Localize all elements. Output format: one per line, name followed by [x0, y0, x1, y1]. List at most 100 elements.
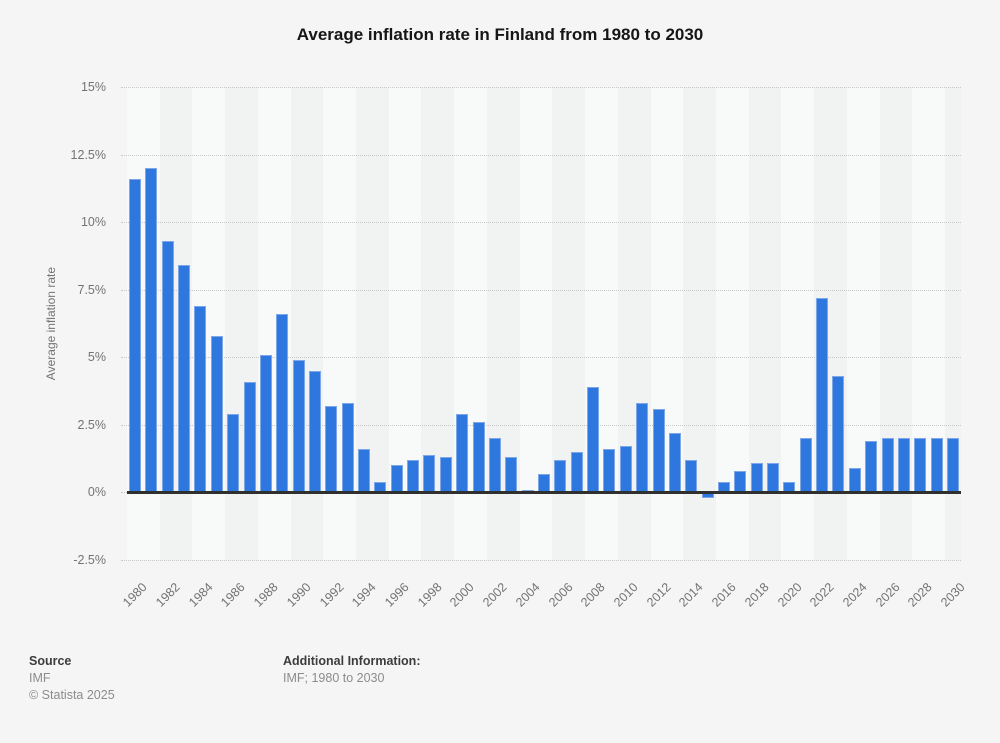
bar-2018[interactable] — [750, 462, 763, 493]
y-tick-label-12.5%: 12.5% — [70, 147, 106, 162]
y-tick-label-2.5%: 2.5% — [77, 417, 107, 432]
x-tick-label-text: 1990 — [283, 580, 314, 610]
y-axis-tick-labels: 15% 12.5% 10% 7.5% 5% 2.5% 0% -2.5% — [0, 80, 107, 567]
bar-2005[interactable] — [538, 473, 550, 493]
bar-2021[interactable] — [799, 438, 812, 493]
bar-2011[interactable] — [636, 403, 649, 493]
bar-1996[interactable] — [390, 465, 403, 493]
additional-info-value: IMF; 1980 to 2030 — [283, 671, 385, 685]
bar-1987[interactable] — [243, 381, 256, 493]
bar-2023[interactable] — [832, 376, 845, 493]
bar-2012[interactable] — [652, 408, 665, 493]
bar-2000[interactable] — [456, 414, 469, 493]
bar-1980[interactable] — [129, 178, 141, 493]
x-tick-label-text: 2018 — [742, 580, 772, 610]
bar-1992[interactable] — [325, 405, 338, 493]
bar-2003[interactable] — [505, 457, 518, 493]
gridline--2.5 — [121, 560, 961, 561]
gridline-12.5 — [121, 154, 961, 156]
bar-2002[interactable] — [488, 438, 501, 493]
bar-2008[interactable] — [587, 387, 600, 493]
bar-1998[interactable] — [423, 454, 436, 493]
bar-1985[interactable] — [210, 335, 223, 493]
bar-1991[interactable] — [308, 370, 321, 493]
y-tick-label-15%: 15% — [80, 80, 106, 94]
source-value[interactable]: IMF — [29, 671, 51, 685]
x-axis-labels: 1980 1982 1984 1986 1988 1990 1992 1994 1996 1998… — [120, 576, 968, 624]
bar-1988[interactable] — [259, 354, 272, 493]
y-tick-label-0%: 0% — [87, 485, 106, 500]
bar-1997[interactable] — [407, 459, 420, 493]
bar-2022[interactable] — [816, 297, 829, 493]
bar-2009[interactable] — [603, 449, 616, 493]
bar-1981[interactable] — [145, 168, 158, 493]
statista-copyright: © Statista 2025 — [29, 688, 115, 702]
x-tick-label-text: 2026 — [872, 580, 903, 610]
bar-2019[interactable] — [767, 462, 780, 493]
x-tick-label-text: 2022 — [807, 580, 838, 610]
x-tick-label-text: 1982 — [153, 580, 183, 610]
bar-1999[interactable] — [439, 457, 452, 493]
y-tick-label-10%: 10% — [80, 215, 106, 230]
additional-info-label: Additional Information: — [283, 654, 421, 668]
x-tick-label-text: 1992 — [316, 580, 347, 610]
source-label: Source — [29, 654, 72, 668]
x-tick-label-text: 2020 — [774, 580, 805, 610]
x-tick-label-text: 2024 — [840, 580, 870, 610]
bar-1982[interactable] — [161, 241, 174, 493]
gridline-15 — [121, 87, 961, 88]
bar-2001[interactable] — [472, 422, 485, 493]
bar-2027[interactable] — [897, 438, 910, 493]
x-tick-label-text: 2000 — [447, 580, 478, 610]
bar-1986[interactable] — [227, 414, 240, 493]
x-tick-label-text: 2030 — [938, 580, 968, 610]
bar-1983[interactable] — [178, 265, 191, 493]
bar-2013[interactable] — [668, 432, 681, 493]
bar-2024[interactable] — [848, 468, 861, 493]
source-block: Source IMF © Statista 2025 — [29, 653, 115, 704]
plot-area — [121, 87, 961, 561]
y-tick-label-7.5%: 7.5% — [77, 282, 107, 297]
bar-1993[interactable] — [341, 403, 354, 493]
zero-line — [127, 490, 961, 494]
bar-2014[interactable] — [685, 459, 698, 493]
bar-2026[interactable] — [881, 438, 894, 493]
x-tick-label-text: 2014 — [676, 580, 707, 610]
bar-2029[interactable] — [930, 438, 943, 493]
x-tick-label-text: 1988 — [251, 580, 281, 610]
bar-1995[interactable] — [374, 481, 387, 493]
gridline-2.5 — [121, 424, 961, 426]
x-tick-label-text: 1996 — [382, 580, 412, 610]
x-tick-label-text: 2008 — [578, 580, 608, 610]
y-tick-label-5%: 5% — [87, 350, 106, 365]
x-tick-label-text: 1998 — [414, 580, 445, 610]
gridline-10 — [121, 222, 961, 224]
bar-2016[interactable] — [717, 481, 730, 493]
bar-1994[interactable] — [358, 449, 371, 493]
x-tick-label-text: 2028 — [905, 580, 936, 610]
bar-2010[interactable] — [619, 446, 632, 493]
additional-info-block: Additional Information: IMF; 1980 to 203… — [283, 653, 420, 687]
bar-2025[interactable] — [865, 441, 878, 493]
bar-2030[interactable] — [947, 438, 959, 493]
chart-title: Average inflation rate in Finland from 1… — [296, 25, 704, 44]
x-tick-label-text: 2010 — [611, 580, 641, 610]
x-tick-label-text: 1986 — [218, 580, 249, 610]
x-tick-label-text: 2004 — [512, 580, 543, 610]
bar-1989[interactable] — [276, 314, 289, 493]
gridline-7.5 — [121, 289, 961, 291]
x-tick-label-text: 1994 — [349, 580, 379, 610]
bar-2015[interactable] — [701, 492, 714, 498]
bar-2028[interactable] — [914, 438, 927, 493]
x-tick-label-text: 1984 — [185, 580, 216, 610]
bar-2020[interactable] — [783, 481, 796, 493]
bar-2007[interactable] — [570, 451, 583, 493]
x-tick-label-text: 2016 — [709, 580, 739, 610]
bar-1984[interactable] — [194, 305, 207, 493]
bar-1990[interactable] — [292, 359, 305, 493]
x-tick-label-text: 2002 — [480, 580, 510, 610]
bar-2006[interactable] — [554, 459, 567, 493]
gridline-5 — [121, 357, 961, 359]
bar-2017[interactable] — [734, 470, 747, 493]
